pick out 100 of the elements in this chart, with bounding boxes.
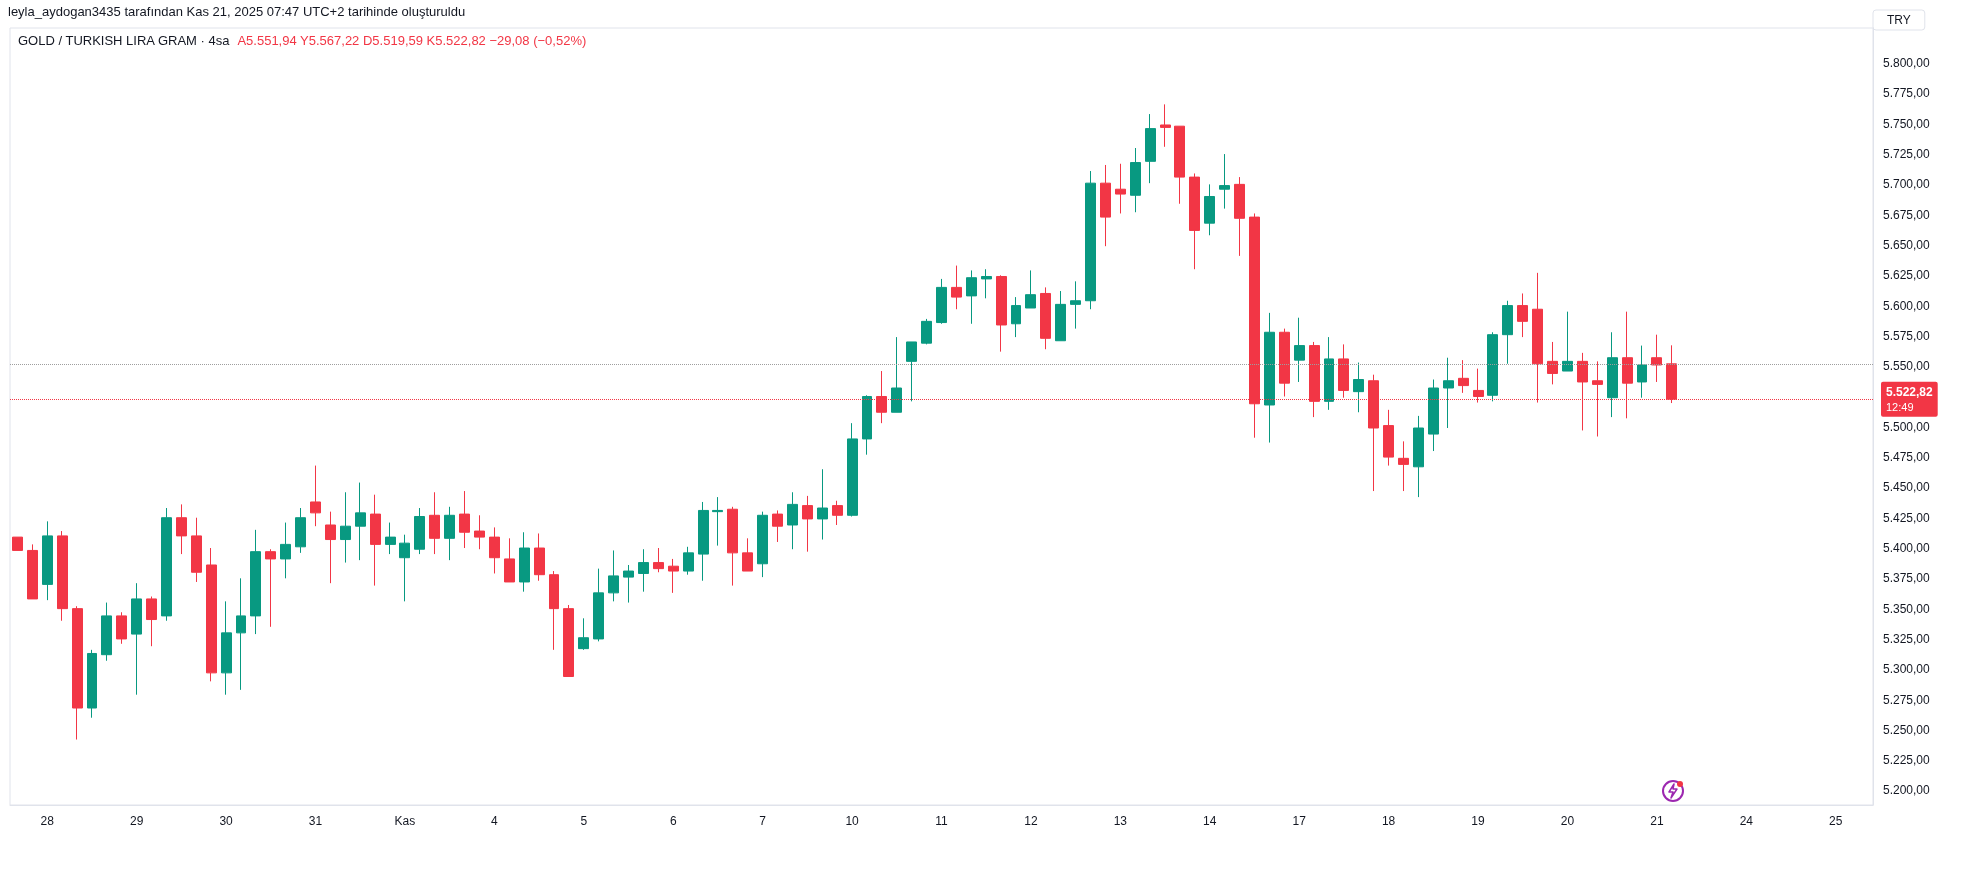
candlestick [355,482,366,561]
candlestick [847,422,858,517]
y-tick-label: 5.475,00 [1883,450,1931,465]
candlestick [1279,328,1290,397]
x-tick-label: 18 [1381,814,1396,828]
candlestick [1398,440,1409,492]
chart-subtitle: A5.551,94 Y5.567,22 D5.519,59 K5.522,82 −29,08 (−0,52%) [237,33,587,48]
x-tick-label: 7 [759,814,767,828]
candlestick [1130,147,1141,213]
candlestick [236,577,246,691]
candlestick [668,558,679,594]
candlestick [250,529,261,635]
chart-title: GOLD / TURKISH LIRA GRAM · 4sa [18,33,230,48]
candlestick [1487,331,1498,402]
x-tick-label: 13 [1113,814,1128,828]
candlestick [414,507,425,555]
candlestick [87,649,97,719]
candlestick [1055,290,1066,342]
candlestick [519,531,530,593]
candlestick [206,547,217,682]
candlestick [1607,331,1618,418]
candlestick [1458,359,1469,394]
candlestick [265,548,276,628]
candlestick [146,596,157,647]
y-tick-label: 5.300,00 [1883,662,1931,677]
candlestick [116,611,127,645]
candlestick [1562,311,1573,372]
candlestick [1428,379,1439,452]
candlestick [295,507,306,554]
candlestick [1651,334,1662,383]
text: 12:49 [1886,400,1914,413]
candlestick [921,318,932,345]
x-tick-label: 4 [491,814,499,828]
y-tick-label: 5.350,00 [1883,601,1931,616]
x-tick-label: 12 [1024,814,1038,828]
candlestick [1160,103,1171,148]
candlestick [772,509,783,543]
x-tick-label: 17 [1292,814,1307,828]
y-tick-label: 5.200,00 [1883,783,1931,798]
y-tick-label: 5.600,00 [1883,298,1931,313]
candlestick [1637,345,1647,399]
candlestick [1145,113,1156,184]
candlestick [42,520,53,601]
candlestick [1353,362,1364,413]
candlestick [1517,292,1528,338]
y-tick-label: 5.400,00 [1883,541,1931,556]
candlestick [1100,164,1111,247]
candlestick [638,548,649,593]
x-tick-label: 6 [669,814,677,828]
candlestick [161,507,172,622]
y-tick-label: 5.575,00 [1883,328,1931,343]
x-tick-label: 19 [1471,814,1486,828]
candlestick [340,491,351,564]
y-tick-label: 5.750,00 [1883,116,1931,131]
candlestick [1040,286,1051,350]
candlestick [72,605,83,741]
candlestick [832,500,843,526]
candlestick [1547,341,1558,385]
candlestick [131,582,142,696]
candlestick [996,274,1007,353]
candlestick [906,341,917,402]
candlestick [549,570,559,651]
x-tick-label: 20 [1560,814,1575,828]
candlestick [1264,312,1275,444]
candlestick [534,532,545,582]
x-tick-label: 14 [1203,814,1217,828]
candlestick [712,496,723,547]
y-tick-label: 5.625,00 [1883,268,1931,283]
candlestick [1204,183,1215,236]
candlestick [563,604,574,678]
x-tick-label: 5 [580,814,588,828]
candlestick [444,506,455,561]
candlestick [280,522,291,579]
candlestick [698,501,709,582]
candlestick [593,568,604,642]
candlestick [683,546,694,576]
candlestick [817,468,828,541]
y-tick-label: 5.250,00 [1883,722,1931,737]
candlestick [176,503,187,555]
y-tick-label: 5.675,00 [1883,207,1931,222]
candlestick [966,269,977,325]
candlestick [1070,280,1081,330]
candlestick [325,511,336,584]
candlestick [1025,269,1036,309]
x-tick-label: Kas [394,814,416,828]
candlestick [578,617,589,651]
x-tick-label: 29 [130,814,144,828]
candlestick [1189,172,1200,270]
candlestick [891,336,902,413]
y-tick-label: 5.275,00 [1883,692,1931,707]
y-tick-label: 5.325,00 [1883,631,1931,646]
x-tick-label: 28 [40,814,55,828]
candlestick [757,511,768,578]
y-axis-title: TRY [1887,13,1911,27]
candlestick [623,564,634,604]
x-tick-label: 10 [845,814,860,828]
candlestick [1174,125,1185,205]
x-tick-label: 30 [219,814,234,828]
candlestick [27,543,38,600]
x-tick-label: 25 [1829,814,1843,828]
